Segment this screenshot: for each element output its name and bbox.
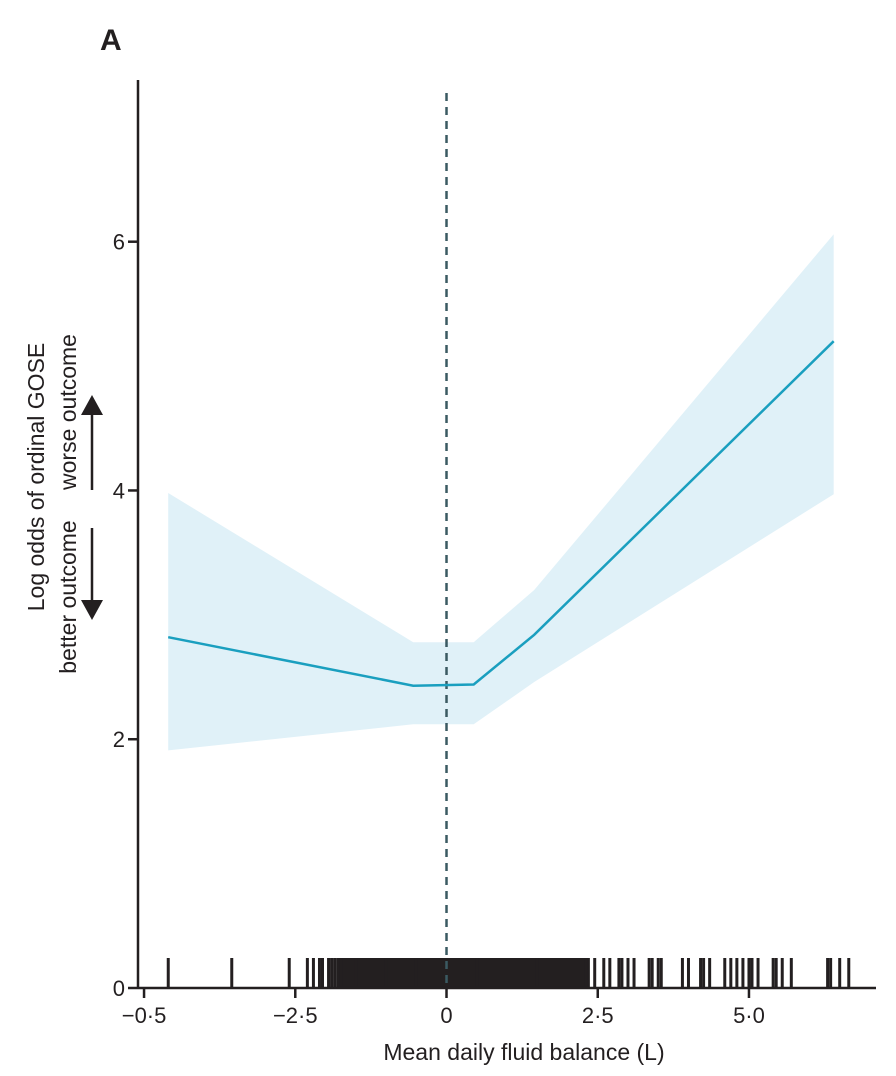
down-arrow-icon [81, 528, 103, 620]
x-tick-label: 5·0 [733, 1003, 765, 1028]
y-axis-title: Log odds of ordinal GOSE [23, 343, 49, 612]
y-tick-label: 2 [113, 727, 125, 752]
confidence-band [168, 234, 834, 751]
rug-dense-block [338, 958, 590, 987]
x-tick-label: −2·5 [273, 1003, 318, 1028]
y-tick-label: 0 [113, 976, 125, 1001]
panel-label: A [100, 24, 122, 57]
worse-outcome-label: worse outcome [55, 334, 81, 491]
series-line [167, 340, 835, 687]
x-tick-label: 2·5 [582, 1003, 614, 1028]
y-ticks: 0 2 4 6 [113, 230, 138, 1001]
x-ticks: −0·5 −2·5 0 2·5 5·0 [122, 988, 765, 1028]
x-tick-label: −0·5 [122, 1003, 167, 1028]
x-tick-label: 0 [440, 1003, 452, 1028]
rug-plot [166, 958, 851, 987]
y-tick-label: 6 [113, 230, 125, 255]
x-axis-title: Mean daily fluid balance (L) [383, 1039, 664, 1065]
y-tick-label: 4 [113, 478, 125, 503]
up-arrow-icon [81, 395, 103, 490]
better-outcome-label: better outcome [55, 520, 81, 673]
